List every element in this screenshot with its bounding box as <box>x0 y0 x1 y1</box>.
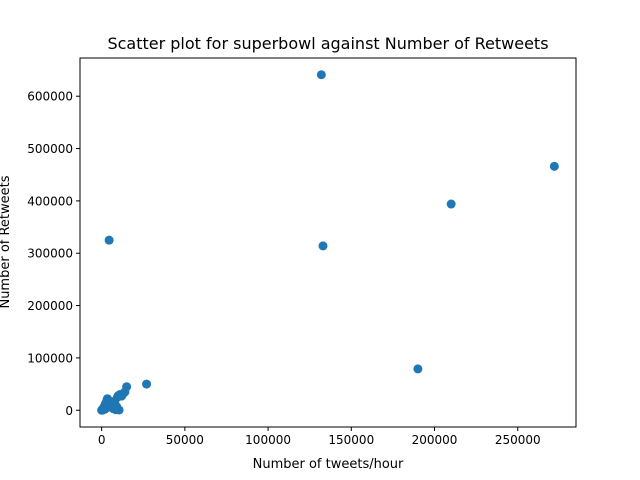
y-tick-label: 100000 <box>27 351 73 365</box>
y-tick-label: 0 <box>65 404 73 418</box>
y-tick-label: 200000 <box>27 299 73 313</box>
scatter-point <box>318 241 328 251</box>
scatter-point <box>104 235 114 245</box>
x-tick-label: 100000 <box>245 433 291 447</box>
x-tick-label: 200000 <box>412 433 458 447</box>
plot-area-frame <box>79 57 577 428</box>
x-axis-label: Number of tweets/hour <box>253 457 404 472</box>
scatter-point <box>122 382 132 392</box>
points-layer <box>97 70 559 415</box>
x-tick-label: 0 <box>98 433 106 447</box>
scatter-point <box>114 405 124 415</box>
y-tick-label: 500000 <box>27 142 73 156</box>
x-tick-label: 150000 <box>328 433 374 447</box>
y-axis-label: Number of Retweets <box>0 175 13 308</box>
y-tick-label: 400000 <box>27 194 73 208</box>
x-tick-label: 50000 <box>166 433 204 447</box>
y-tick-label: 600000 <box>27 90 73 104</box>
scatter-point <box>446 199 456 209</box>
y-axis: 0 100000 200000 300000 400000 500000 600000 <box>27 90 80 418</box>
chart-title: Scatter plot for superbowl against Numbe… <box>107 34 548 53</box>
scatter-point <box>413 364 423 374</box>
x-tick-label: 250000 <box>495 433 541 447</box>
scatter-point <box>549 161 559 171</box>
y-tick-label: 300000 <box>27 247 73 261</box>
x-axis: 0 50000 100000 150000 200000 250000 <box>98 427 541 447</box>
scatter-point <box>142 379 152 389</box>
scatter-point <box>316 70 326 80</box>
